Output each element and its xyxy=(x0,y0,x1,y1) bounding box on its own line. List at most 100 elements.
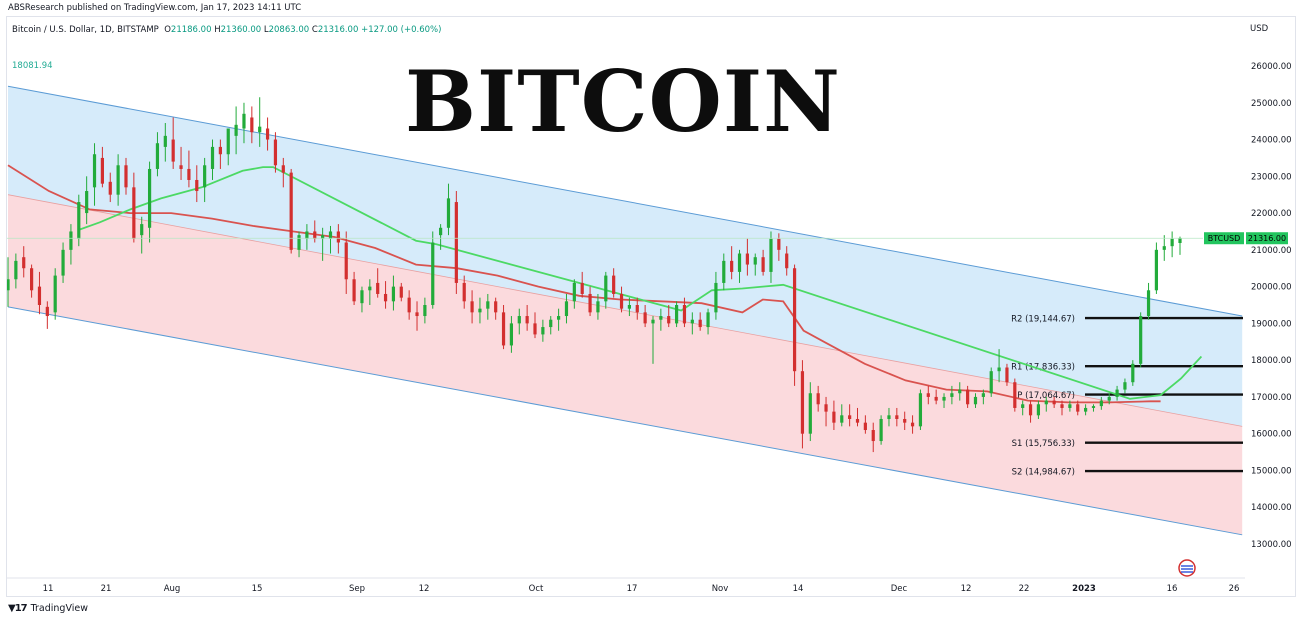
candle-body[interactable] xyxy=(1099,400,1103,407)
candle-body[interactable] xyxy=(627,305,631,309)
candle-body[interactable] xyxy=(895,415,899,419)
candle-body[interactable] xyxy=(1146,290,1151,317)
candle-body[interactable] xyxy=(242,113,246,129)
candle-body[interactable] xyxy=(942,396,946,401)
candle-body[interactable] xyxy=(195,179,199,192)
candle-body[interactable] xyxy=(454,202,458,283)
candle-body[interactable] xyxy=(431,242,435,305)
candle-body[interactable] xyxy=(187,168,191,180)
candle-body[interactable] xyxy=(525,316,529,324)
candle-body[interactable] xyxy=(745,253,749,265)
candle-body[interactable] xyxy=(383,293,388,302)
candle-body[interactable] xyxy=(604,275,608,302)
candle-body[interactable] xyxy=(478,308,482,313)
candle-body[interactable] xyxy=(737,253,742,272)
candle-body[interactable] xyxy=(407,297,411,313)
candle-body[interactable] xyxy=(1162,246,1166,250)
candle-body[interactable] xyxy=(423,305,427,317)
candle-body[interactable] xyxy=(777,238,781,250)
channel-top-line[interactable] xyxy=(7,85,1243,317)
candle-body[interactable] xyxy=(360,290,364,304)
candle-body[interactable] xyxy=(1091,406,1096,408)
candle-body[interactable] xyxy=(1068,404,1072,408)
candle-body[interactable] xyxy=(1123,382,1127,390)
candle-body[interactable] xyxy=(564,301,569,317)
candle-body[interactable] xyxy=(171,139,175,162)
candle-body[interactable] xyxy=(887,415,891,419)
candle-body[interactable] xyxy=(132,187,136,239)
candle-body[interactable] xyxy=(22,257,26,269)
candle-body[interactable] xyxy=(14,260,18,280)
candle-body[interactable] xyxy=(824,404,828,412)
candle-body[interactable] xyxy=(989,371,993,394)
moving-average-red[interactable] xyxy=(7,164,1161,404)
candle-body[interactable] xyxy=(439,227,443,236)
candle-body[interactable] xyxy=(722,260,726,283)
candle-body[interactable] xyxy=(163,135,167,147)
candle-body[interactable] xyxy=(619,293,624,309)
candle-body[interactable] xyxy=(313,231,317,239)
candle-body[interactable] xyxy=(336,231,340,243)
candle-body[interactable] xyxy=(6,279,10,291)
candle-body[interactable] xyxy=(100,157,104,184)
candle-body[interactable] xyxy=(147,168,152,228)
candle-body[interactable] xyxy=(730,260,734,272)
candle-body[interactable] xyxy=(470,301,474,313)
candle-body[interactable] xyxy=(674,305,679,324)
candle-body[interactable] xyxy=(1154,249,1159,291)
candle-body[interactable] xyxy=(92,154,97,188)
candle-body[interactable] xyxy=(855,418,860,423)
candle-body[interactable] xyxy=(281,165,285,173)
candle-body[interactable] xyxy=(682,305,687,324)
moving-average-green[interactable] xyxy=(79,166,1203,400)
candle-body[interactable] xyxy=(958,389,962,394)
candle-body[interactable] xyxy=(667,316,671,324)
candle-body[interactable] xyxy=(997,367,1001,372)
candle-body[interactable] xyxy=(934,396,938,401)
candle-body[interactable] xyxy=(37,286,42,305)
candle-body[interactable] xyxy=(415,312,419,317)
candle-body[interactable] xyxy=(250,117,254,133)
candle-body[interactable] xyxy=(557,316,561,320)
candle-body[interactable] xyxy=(840,415,844,423)
candle-body[interactable] xyxy=(486,301,490,309)
candle-body[interactable] xyxy=(517,316,521,324)
candle-body[interactable] xyxy=(973,396,978,405)
candle-body[interactable] xyxy=(446,198,451,228)
footer-brand[interactable]: ▼17 TradingView xyxy=(8,603,88,614)
candle-body[interactable] xyxy=(816,393,820,405)
candle-body[interactable] xyxy=(635,305,639,313)
candle-body[interactable] xyxy=(45,306,49,317)
candle-body[interactable] xyxy=(785,253,789,269)
candle-body[interactable] xyxy=(344,242,348,280)
candle-body[interactable] xyxy=(800,371,805,434)
candle-body[interactable] xyxy=(769,238,773,272)
candle-body[interactable] xyxy=(368,286,372,291)
candle-body[interactable] xyxy=(140,224,144,236)
candle-body[interactable] xyxy=(1060,404,1064,408)
candle-body[interactable] xyxy=(1052,400,1056,405)
candle-body[interactable] xyxy=(706,312,710,328)
candle-body[interactable] xyxy=(926,393,930,397)
candle-body[interactable] xyxy=(580,282,584,294)
candle-body[interactable] xyxy=(289,172,293,250)
candle-body[interactable] xyxy=(753,257,757,265)
candle-body[interactable] xyxy=(85,191,89,214)
candle-body[interactable] xyxy=(1044,400,1048,405)
candle-body[interactable] xyxy=(761,257,765,272)
candle-body[interactable] xyxy=(321,235,325,239)
candle-body[interactable] xyxy=(549,319,553,328)
candle-body[interactable] xyxy=(541,327,545,335)
candle-body[interactable] xyxy=(698,319,702,328)
candle-body[interactable] xyxy=(596,301,600,313)
candle-body[interactable] xyxy=(108,181,112,195)
candle-body[interactable] xyxy=(792,268,797,372)
candle-body[interactable] xyxy=(1013,382,1017,408)
candle-body[interactable] xyxy=(1005,367,1009,383)
candle-body[interactable] xyxy=(871,430,875,442)
candle-body[interactable] xyxy=(226,128,230,155)
candle-body[interactable] xyxy=(53,275,57,313)
candle-body[interactable] xyxy=(61,249,65,276)
candle-body[interactable] xyxy=(612,275,616,294)
